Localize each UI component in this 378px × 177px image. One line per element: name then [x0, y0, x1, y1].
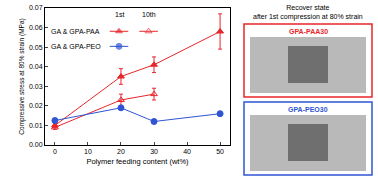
svg-text:0.00: 0.00 [29, 141, 43, 148]
svg-text:0.07: 0.07 [29, 4, 43, 11]
svg-text:0.05: 0.05 [29, 44, 43, 51]
svg-text:20: 20 [117, 148, 125, 155]
svg-text:Compressive stress at 80% stra: Compressive stress at 80% strain (MPa) [18, 18, 26, 134]
svg-text:Recover stateafter 1st compres: Recover stateafter 1st compression at 80… [253, 4, 363, 21]
svg-text:40: 40 [183, 148, 191, 155]
svg-text:0.01: 0.01 [29, 122, 43, 129]
svg-text:0.04: 0.04 [29, 63, 43, 70]
svg-text:GPA-PAA30: GPA-PAA30 [289, 28, 328, 35]
svg-text:0.02: 0.02 [29, 102, 43, 109]
svg-text:10th: 10th [142, 11, 156, 18]
svg-text:1st: 1st [115, 11, 124, 18]
svg-text:Polymer feeding content (wt%): Polymer feeding content (wt%) [86, 157, 189, 166]
svg-text:GA & GPA-PEO: GA & GPA-PEO [51, 43, 101, 50]
svg-text:0: 0 [53, 148, 57, 155]
svg-text:GPA-PEO30: GPA-PEO30 [288, 106, 328, 113]
svg-text:GA & GPA-PAA: GA & GPA-PAA [51, 28, 100, 35]
svg-text:10: 10 [84, 148, 92, 155]
svg-text:0.03: 0.03 [29, 83, 43, 90]
svg-text:0.06: 0.06 [29, 24, 43, 31]
svg-text:30: 30 [150, 148, 158, 155]
svg-text:50: 50 [216, 148, 224, 155]
